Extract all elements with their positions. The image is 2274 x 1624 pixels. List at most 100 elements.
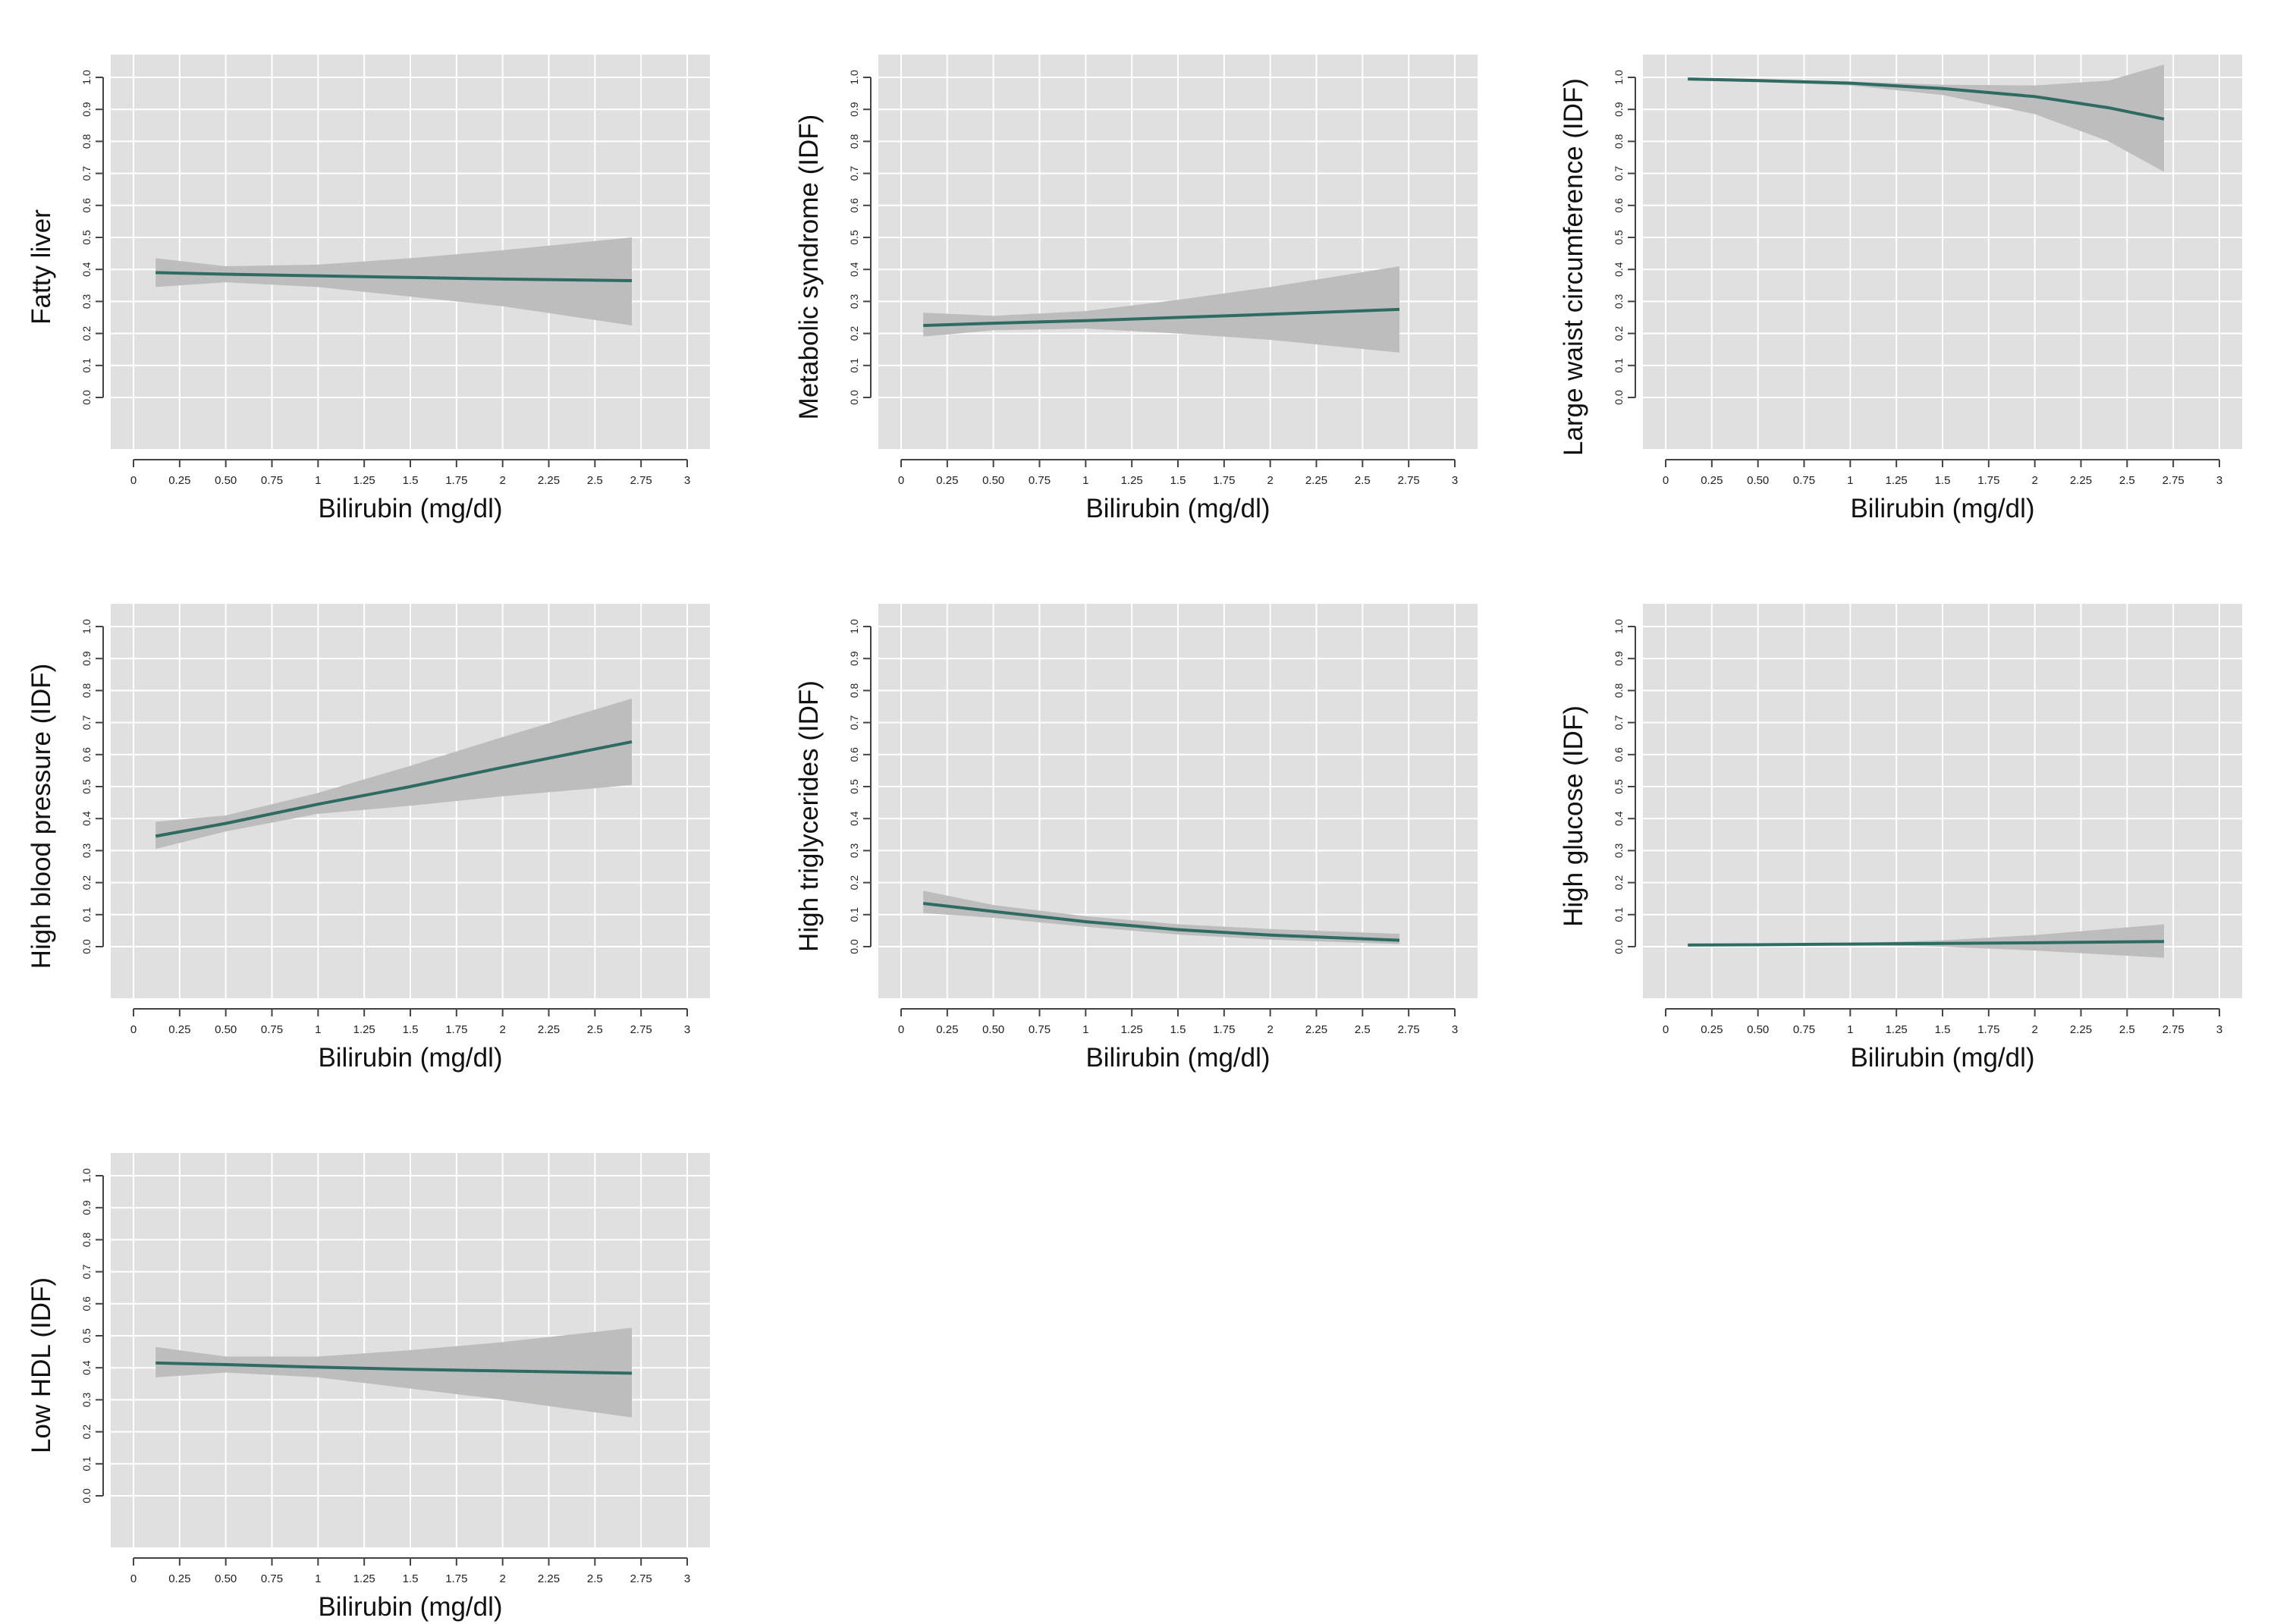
y-tick-label: 0.7 — [848, 715, 860, 730]
x-tick-label: 1.5 — [403, 474, 419, 487]
y-tick-label: 0.9 — [848, 651, 860, 666]
y-tick-label: 0.6 — [80, 747, 93, 762]
y-tick-label: 0.5 — [848, 779, 860, 794]
y-tick-label: 0.3 — [80, 843, 93, 858]
chart-panel-2: 0.0 0.1 0.2 0.3 0.4 0.5 0.6 0.7 0.8 0.9 1.0 0 0.25 0.… — [794, 55, 1478, 523]
y-tick-label: 0.5 — [80, 230, 93, 245]
y-tick-label: 0.7 — [80, 166, 93, 181]
y-axis-label: High triglycerides (IDF) — [794, 680, 824, 952]
y-tick-label: 0.3 — [80, 294, 93, 309]
x-tick-label: 2 — [2031, 474, 2037, 487]
x-tick-label: 2.5 — [587, 474, 603, 487]
y-tick-label: 0.4 — [80, 1360, 93, 1375]
x-tick-label: 0.50 — [1747, 1023, 1769, 1036]
confidence-band — [923, 266, 1399, 353]
series-line — [922, 902, 1400, 942]
x-tick-label: 1 — [315, 474, 321, 487]
x-tick-label: 2.5 — [1355, 474, 1371, 487]
x-tick-label: 2.75 — [2162, 1023, 2184, 1036]
x-tick-label: 1 — [1082, 474, 1088, 487]
y-tick-label: 1.0 — [1613, 70, 1625, 85]
x-tick-label: 3 — [684, 474, 690, 487]
x-tick-label: 0.75 — [1793, 1023, 1815, 1036]
x-tick-label: 3 — [1452, 474, 1458, 487]
y-tick-label: 0.8 — [80, 683, 93, 698]
x-tick-label: 0.75 — [261, 1572, 283, 1585]
y-tick-label: 0.8 — [848, 683, 860, 698]
x-tick-label: 0.25 — [168, 1023, 190, 1036]
y-tick-label: 0.7 — [80, 715, 93, 730]
series-line — [1688, 940, 2165, 947]
x-tick-label: 2.5 — [587, 1023, 603, 1036]
x-tick-label: 1.75 — [1977, 1023, 1999, 1036]
x-tick-label: 3 — [2216, 474, 2222, 487]
x-tick-label: 2 — [499, 474, 505, 487]
y-tick-label: 0.2 — [1613, 326, 1625, 341]
x-tick-label: 2.5 — [1355, 1023, 1371, 1036]
x-tick-label: 0.50 — [215, 1023, 237, 1036]
y-tick-label: 0.4 — [80, 811, 93, 826]
x-tick-label: 1.5 — [1170, 474, 1186, 487]
x-tick-label: 0 — [898, 1023, 904, 1036]
confidence-band — [1688, 924, 2164, 958]
y-tick-label: 0.2 — [1613, 875, 1625, 891]
y-tick-label: 0.6 — [848, 747, 860, 762]
y-tick-label: 0.8 — [80, 134, 93, 149]
x-tick-label: 0.50 — [215, 474, 237, 487]
x-tick-label: 0 — [130, 474, 137, 487]
y-tick-label: 0.6 — [80, 1296, 93, 1311]
y-tick-label: 0.5 — [848, 230, 860, 245]
y-tick-label: 0.6 — [80, 198, 93, 213]
y-tick-label: 0.7 — [848, 166, 860, 181]
x-tick-label: 1.25 — [1121, 474, 1143, 487]
y-tick-label: 0.0 — [1613, 939, 1625, 954]
x-tick-label: 2 — [2031, 1023, 2037, 1036]
x-tick-label: 0.25 — [1701, 474, 1723, 487]
x-tick-label: 0.50 — [982, 1023, 1004, 1036]
x-axis-label: Bilirubin (mg/dl) — [318, 494, 502, 523]
x-tick-label: 0 — [130, 1023, 137, 1036]
y-tick-label: 0.9 — [80, 102, 93, 117]
y-tick-label: 0.8 — [1613, 134, 1625, 149]
y-tick-label: 0.2 — [848, 326, 860, 341]
series-line — [155, 271, 633, 282]
y-axis-label: Metabolic syndrome (IDF) — [794, 115, 824, 420]
x-tick-label: 1.75 — [1213, 474, 1235, 487]
x-tick-label: 2.75 — [1398, 474, 1420, 487]
y-tick-label: 0.5 — [80, 1328, 93, 1343]
x-tick-label: 2.75 — [2162, 474, 2184, 487]
x-axis-label: Bilirubin (mg/dl) — [318, 1043, 502, 1073]
x-tick-label: 2.25 — [538, 1572, 560, 1585]
x-tick-label: 2 — [499, 1572, 505, 1585]
y-tick-label: 0.9 — [80, 1200, 93, 1215]
x-tick-label: 2.5 — [2119, 1023, 2135, 1036]
y-tick-label: 0.1 — [80, 358, 93, 373]
x-tick-label: 1.75 — [445, 474, 467, 487]
x-tick-label: 1 — [315, 1572, 321, 1585]
x-tick-label: 2.75 — [630, 474, 652, 487]
y-tick-label: 0.8 — [80, 1232, 93, 1247]
y-axis-label: High blood pressure (IDF) — [27, 664, 56, 969]
x-tick-label: 3 — [684, 1023, 690, 1036]
chart-panel-4: 0.0 0.1 0.2 0.3 0.4 0.5 0.6 0.7 0.8 0.9 1.0 0 0.25 0.… — [27, 604, 710, 1073]
x-tick-label: 0.50 — [1747, 474, 1769, 487]
series-line — [155, 1361, 633, 1375]
x-axis-label: Bilirubin (mg/dl) — [1850, 1043, 2034, 1073]
y-tick-label: 0.1 — [1613, 907, 1625, 922]
y-tick-label: 0.7 — [1613, 715, 1625, 730]
x-tick-label: 1.5 — [403, 1023, 419, 1036]
x-tick-label: 2.25 — [538, 1023, 560, 1036]
y-tick-label: 0.8 — [1613, 683, 1625, 698]
x-axis-label: Bilirubin (mg/dl) — [1085, 494, 1270, 523]
x-tick-label: 0.25 — [168, 1572, 190, 1585]
x-tick-label: 1.5 — [403, 1572, 419, 1585]
x-tick-label: 2.25 — [1305, 1023, 1327, 1036]
y-tick-label: 1.0 — [848, 70, 860, 85]
x-tick-label: 2.5 — [587, 1572, 603, 1585]
x-tick-label: 2.5 — [2119, 474, 2135, 487]
y-tick-label: 0.9 — [1613, 102, 1625, 117]
x-tick-label: 1 — [1082, 1023, 1088, 1036]
x-tick-label: 1.5 — [1935, 474, 1951, 487]
x-tick-label: 0.75 — [1029, 474, 1051, 487]
